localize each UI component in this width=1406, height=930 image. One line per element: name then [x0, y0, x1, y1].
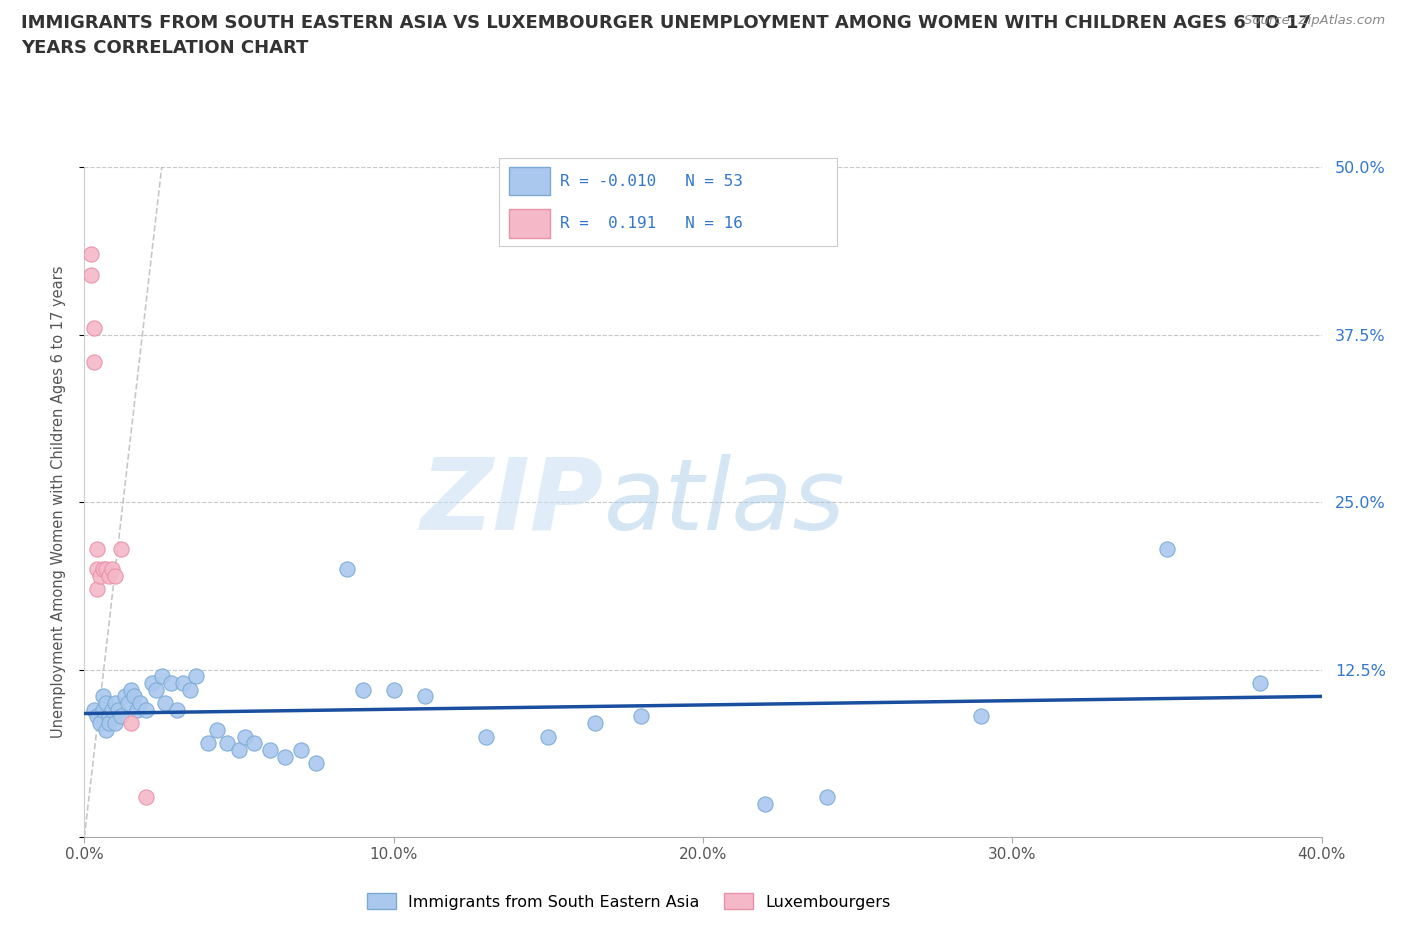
- Point: [215, 736, 238, 751]
- Point: [207, 723, 229, 737]
- Point: [145, 683, 167, 698]
- Point: [91, 702, 114, 717]
- Point: [110, 709, 132, 724]
- Point: [114, 689, 136, 704]
- Point: [166, 702, 188, 717]
- Text: ZIP: ZIP: [420, 454, 605, 551]
- Y-axis label: Unemployment Among Women with Children Ages 6 to 17 years: Unemployment Among Women with Children A…: [51, 266, 66, 738]
- Text: IMMIGRANTS FROM SOUTH EASTERN ASIA VS LUXEMBOURGER UNEMPLOYMENT AMONG WOMEN WITH: IMMIGRANTS FROM SOUTH EASTERN ASIA VS LU…: [21, 14, 1310, 32]
- Point: [754, 796, 776, 811]
- Point: [89, 716, 111, 731]
- Point: [259, 742, 281, 757]
- Point: [101, 562, 124, 577]
- Point: [83, 321, 105, 336]
- Text: R = -0.010   N = 53: R = -0.010 N = 53: [560, 174, 742, 189]
- Point: [101, 702, 124, 717]
- Point: [537, 729, 560, 744]
- Point: [83, 354, 105, 369]
- Point: [94, 562, 117, 577]
- Text: R =  0.191   N = 16: R = 0.191 N = 16: [560, 216, 742, 231]
- Point: [125, 702, 148, 717]
- Text: Source: ZipAtlas.com: Source: ZipAtlas.com: [1244, 14, 1385, 27]
- Point: [413, 689, 436, 704]
- Point: [79, 267, 101, 282]
- Point: [129, 696, 152, 711]
- Point: [630, 709, 652, 724]
- Point: [197, 736, 219, 751]
- Point: [815, 790, 838, 804]
- Point: [122, 689, 145, 704]
- Point: [1156, 541, 1178, 556]
- Point: [150, 669, 173, 684]
- Legend: Immigrants from South Eastern Asia, Luxembourgers: Immigrants from South Eastern Asia, Luxe…: [360, 886, 897, 916]
- Point: [117, 696, 139, 711]
- Point: [94, 696, 117, 711]
- Bar: [509, 167, 550, 195]
- Point: [110, 541, 132, 556]
- Point: [98, 709, 121, 724]
- Point: [98, 568, 121, 583]
- Point: [243, 736, 266, 751]
- Point: [172, 675, 194, 690]
- Point: [86, 582, 108, 597]
- Point: [290, 742, 312, 757]
- Point: [352, 683, 374, 698]
- Point: [382, 683, 405, 698]
- Point: [94, 723, 117, 737]
- Point: [274, 750, 297, 764]
- Point: [83, 702, 105, 717]
- Point: [91, 689, 114, 704]
- Point: [583, 716, 606, 731]
- Point: [91, 562, 114, 577]
- Point: [86, 562, 108, 577]
- Point: [475, 729, 498, 744]
- Point: [104, 696, 127, 711]
- Text: YEARS CORRELATION CHART: YEARS CORRELATION CHART: [21, 39, 308, 57]
- Point: [98, 716, 121, 731]
- Point: [135, 702, 157, 717]
- Point: [120, 683, 142, 698]
- Point: [104, 568, 127, 583]
- Point: [107, 702, 129, 717]
- Point: [86, 541, 108, 556]
- Point: [141, 675, 163, 690]
- Point: [120, 716, 142, 731]
- Point: [970, 709, 993, 724]
- Bar: [509, 209, 550, 238]
- Point: [179, 683, 201, 698]
- Point: [153, 696, 176, 711]
- Point: [135, 790, 157, 804]
- Point: [1249, 675, 1271, 690]
- Point: [89, 568, 111, 583]
- Point: [233, 729, 256, 744]
- Point: [336, 562, 359, 577]
- Point: [228, 742, 250, 757]
- Point: [184, 669, 207, 684]
- Point: [160, 675, 183, 690]
- Text: atlas: atlas: [605, 454, 845, 551]
- Point: [79, 247, 101, 262]
- Point: [305, 756, 328, 771]
- Point: [86, 709, 108, 724]
- Point: [104, 716, 127, 731]
